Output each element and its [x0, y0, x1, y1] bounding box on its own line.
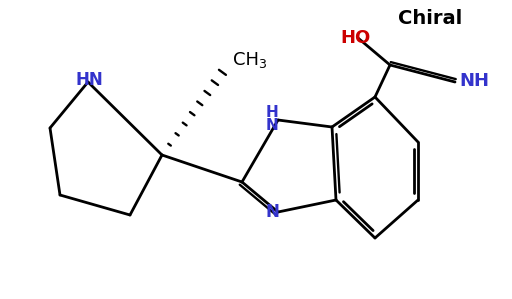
Text: HN: HN: [75, 71, 103, 89]
Text: CH: CH: [233, 51, 259, 69]
Text: H
N: H N: [266, 105, 279, 133]
Text: HO: HO: [341, 29, 371, 47]
Text: NH: NH: [459, 72, 489, 90]
Text: 3: 3: [258, 59, 266, 71]
Text: N: N: [265, 203, 279, 221]
Text: Chiral: Chiral: [398, 8, 462, 28]
